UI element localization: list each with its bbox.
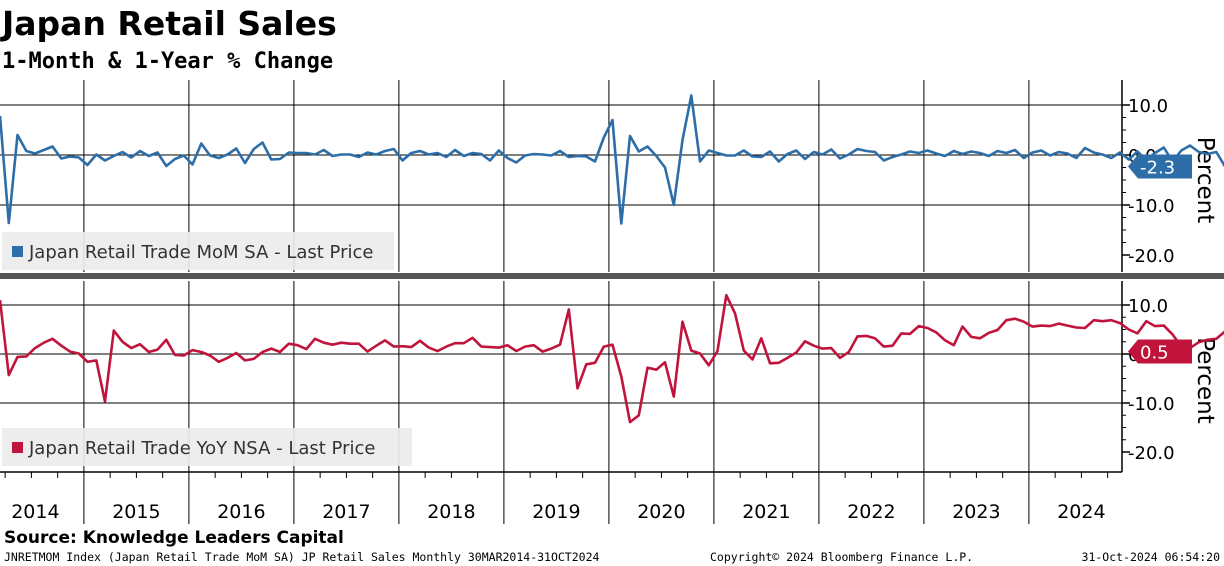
mom-ytick-label: -10.0 — [1128, 196, 1175, 217]
x-tick-label: 2015 — [112, 501, 160, 523]
yoy-ytick-label: -10.0 — [1128, 394, 1175, 415]
yoy-ytick-label: -20.0 — [1128, 443, 1175, 464]
x-tick-label: 2021 — [742, 501, 790, 523]
x-tick-label: 2019 — [532, 501, 580, 523]
x-tick-label: 2018 — [427, 501, 475, 523]
x-axis: 2014 2015 2016 2017 2018 2019 2020 2021 2022 2023… — [0, 471, 1122, 524]
mom-ytick-label: -20.0 — [1128, 246, 1175, 267]
mom-ytick-label: 10.0 — [1128, 96, 1168, 117]
mom-last-value-badge — [1128, 154, 1192, 179]
copyright: Copyright© 2024 Bloomberg Finance L.P. — [710, 550, 973, 564]
mom-legend-swatch — [12, 246, 23, 257]
yoy-legend-label: Japan Retail Trade YoY NSA - Last Price — [28, 438, 375, 459]
panel-divider — [0, 273, 1224, 279]
timestamp: 31-Oct-2024 06:54:20 — [1082, 550, 1221, 564]
x-tick-label: 2020 — [637, 501, 685, 523]
mom-legend-box — [2, 232, 394, 270]
x-tick-label: 2017 — [322, 501, 370, 523]
x-tick-label: 2022 — [847, 501, 895, 523]
mom-last-value-label: -2.3 — [1140, 158, 1175, 179]
yoy-last-value-badge — [1128, 339, 1192, 364]
x-tick-label: 2014 — [11, 501, 59, 523]
ticker-info: JNRETMOM Index (Japan Retail Trade MoM S… — [4, 550, 600, 564]
x-tick-label: 2024 — [1057, 501, 1105, 523]
yoy-legend-box — [2, 428, 412, 466]
yoy-legend-swatch — [12, 442, 23, 453]
mom-series-line — [0, 94, 1224, 225]
chart-subtitle: 1-Month & 1-Year % Change — [2, 49, 333, 74]
chart-title: Japan Retail Sales — [0, 4, 337, 43]
x-tick-label: 2016 — [217, 501, 265, 523]
yoy-y-axis-label: Percent — [1192, 337, 1218, 424]
x-tick-label: 2023 — [952, 501, 1000, 523]
yoy-last-value-label: 0.5 — [1140, 343, 1169, 364]
yoy-ytick-label: 10.0 — [1128, 296, 1168, 317]
mom-legend-label: Japan Retail Trade MoM SA - Last Price — [28, 242, 373, 263]
source-note: Source: Knowledge Leaders Capital — [4, 528, 344, 548]
yoy-series-line — [0, 293, 1224, 424]
